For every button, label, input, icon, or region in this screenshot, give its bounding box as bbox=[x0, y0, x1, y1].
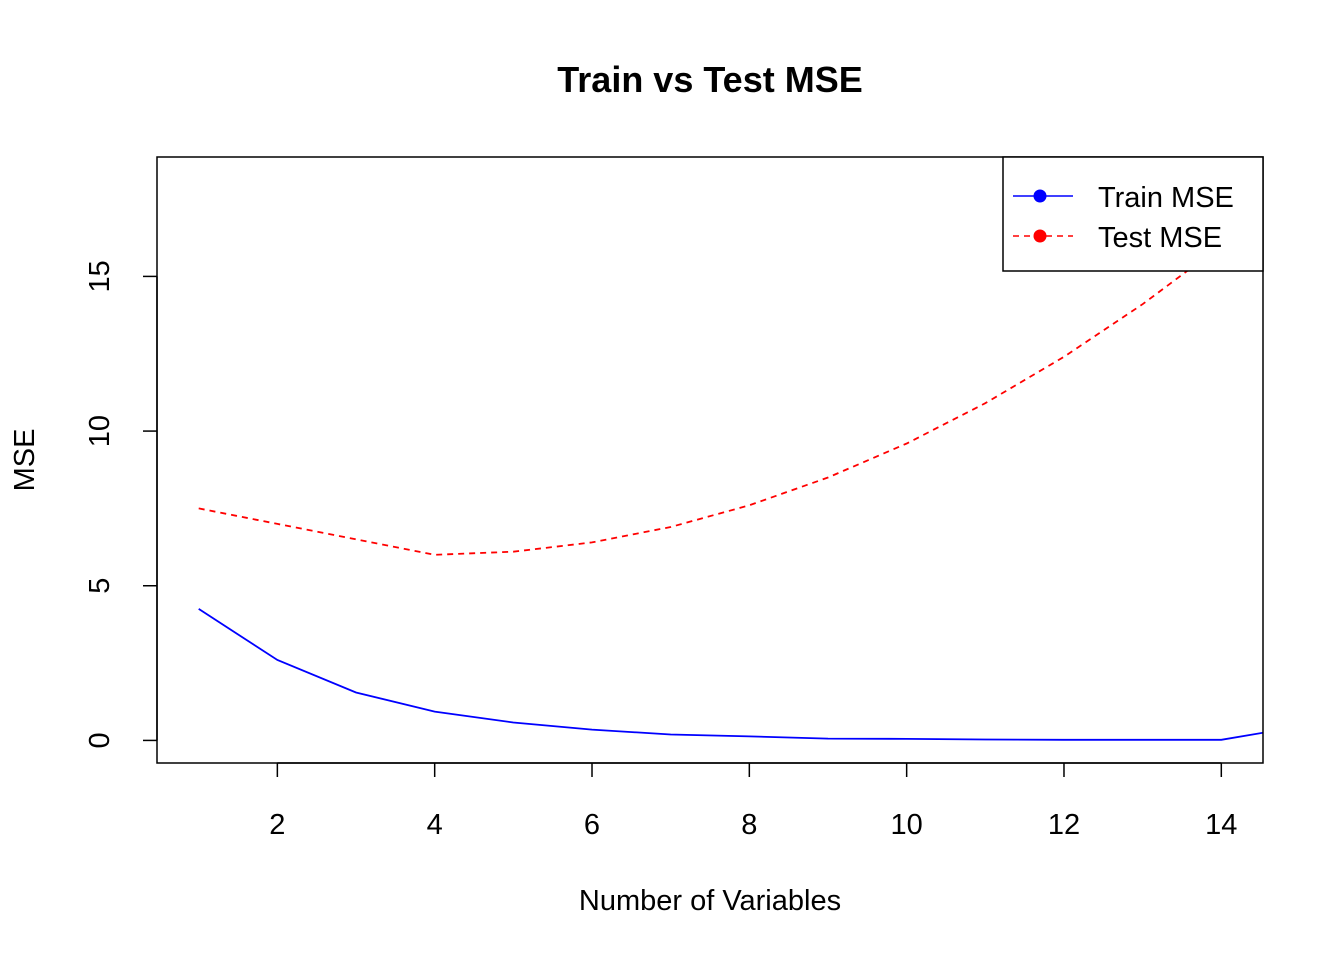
legend-marker-test bbox=[1033, 229, 1047, 243]
legend-label-test: Test MSE bbox=[1098, 222, 1222, 254]
legend-marker-train bbox=[1033, 189, 1047, 203]
x-axis-label: Number of Variables bbox=[579, 885, 841, 917]
series-line-train bbox=[198, 608, 1263, 741]
y-tick-label: 5 bbox=[84, 578, 116, 594]
y-axis-label: MSE bbox=[9, 429, 41, 492]
x-tick-label: 10 bbox=[891, 809, 923, 841]
x-tick-label: 8 bbox=[741, 809, 757, 841]
y-tick-label: 10 bbox=[84, 415, 116, 447]
legend-label-train: Train MSE bbox=[1098, 182, 1234, 214]
x-tick-label: 12 bbox=[1048, 809, 1080, 841]
y-axis: 0 5 10 15 bbox=[84, 260, 158, 748]
y-tick-label: 0 bbox=[84, 732, 116, 748]
y-tick-label: 15 bbox=[84, 260, 116, 292]
legend: Train MSE Test MSE bbox=[1002, 156, 1264, 272]
x-tick-label: 6 bbox=[584, 809, 600, 841]
series-line-test bbox=[198, 208, 1263, 556]
x-tick-label: 4 bbox=[427, 809, 443, 841]
series-layer bbox=[198, 208, 1263, 741]
legend-box bbox=[1002, 156, 1264, 272]
chart-title: Train vs Test MSE bbox=[557, 59, 862, 100]
x-tick-label: 2 bbox=[269, 809, 285, 841]
x-tick-label: 14 bbox=[1205, 809, 1237, 841]
x-axis: 2 4 6 8 10 12 14 bbox=[269, 762, 1237, 841]
